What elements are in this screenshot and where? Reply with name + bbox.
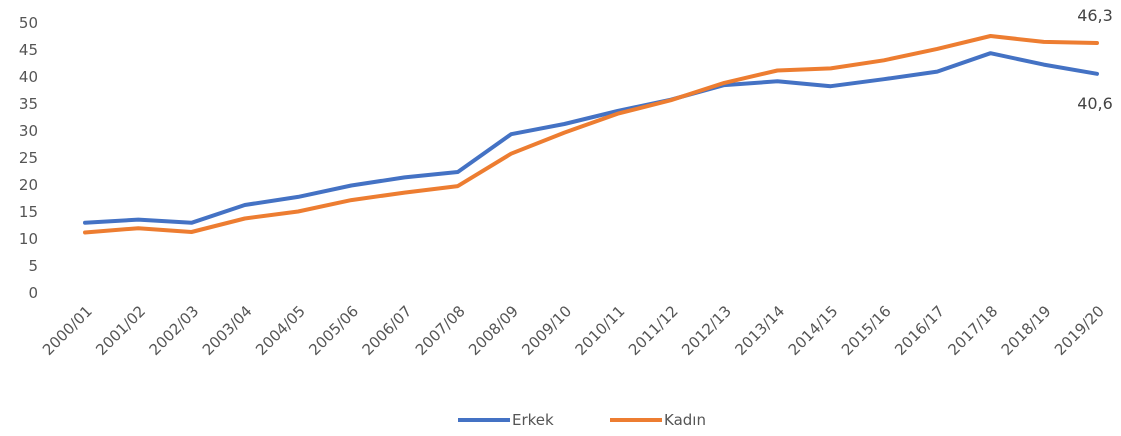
y-tick-label: 0 [28,284,38,302]
x-tick-label: 2002/03 [146,302,203,359]
x-tick-label: 2016/17 [891,302,948,359]
x-tick-label: 2014/15 [785,302,842,359]
y-tick-label: 30 [19,122,38,140]
y-tick-label: 5 [28,257,38,275]
x-tick-label: 2019/20 [1051,302,1108,359]
end-label-kadin: 46,3 [1077,6,1113,25]
legend-label-erkek: Erkek [512,411,554,429]
x-tick-label: 2001/02 [92,302,149,359]
series-line-kadın [83,34,1099,235]
y-tick-label: 40 [19,68,38,86]
y-axis: 0 5 10 15 20 25 30 35 40 45 50 [19,14,38,302]
y-tick-label: 15 [19,203,38,221]
y-tick-label: 50 [19,14,38,32]
x-tick-label: 2010/11 [572,302,629,359]
x-tick-label: 2018/19 [998,302,1055,359]
x-tick-label: 2005/06 [305,302,362,359]
end-value-labels: 46,3 40,6 [1077,6,1113,113]
y-tick-label: 45 [19,41,38,59]
x-tick-label: 2004/05 [252,302,309,359]
series-line-erkek [83,51,1099,225]
y-tick-label: 10 [19,230,38,248]
x-tick-label: 2003/04 [199,302,256,359]
x-axis: 2000/012001/022002/032003/042004/052005/… [39,302,1108,359]
x-tick-label: 2000/01 [39,302,96,359]
legend-label-kadın: Kadın [664,411,706,429]
x-tick-label: 2006/07 [359,302,416,359]
x-tick-label: 2011/12 [625,302,682,359]
y-tick-label: 25 [19,149,38,167]
x-tick-label: 2012/13 [678,302,735,359]
x-tick-label: 2007/08 [412,302,469,359]
x-tick-label: 2009/10 [518,302,575,359]
x-tick-label: 2017/18 [945,302,1002,359]
legend: Erkek Kadın [458,411,706,429]
x-tick-label: 2013/14 [731,302,788,359]
x-tick-label: 2015/16 [838,302,895,359]
end-label-erkek: 40,6 [1077,94,1113,113]
series-lines [83,34,1099,235]
y-tick-label: 20 [19,176,38,194]
y-tick-label: 35 [19,95,38,113]
x-tick-label: 2008/09 [465,302,522,359]
